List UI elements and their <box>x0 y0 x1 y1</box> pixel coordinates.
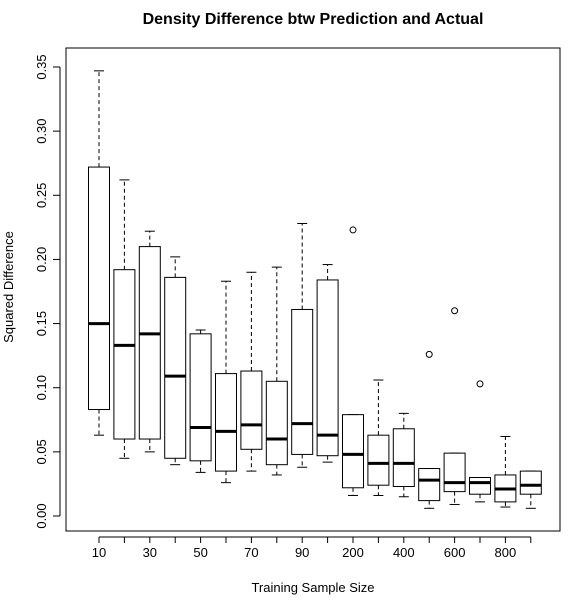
outlier-point <box>425 350 433 358</box>
box-body <box>88 166 110 411</box>
box-body <box>392 428 415 487</box>
x-tick-label: 800 <box>495 545 517 560</box>
box-30 <box>138 230 161 453</box>
chart-title: Density Difference btw Prediction and Ac… <box>143 11 484 28</box>
box-500 <box>418 350 441 509</box>
x-axis-label: Training Sample Size <box>251 580 374 595</box>
box-body <box>113 269 136 440</box>
box-body <box>519 470 542 495</box>
box-body <box>443 452 466 493</box>
y-tick-label: 0.30 <box>34 118 49 143</box>
box-body <box>265 380 288 466</box>
y-tick-label: 0.05 <box>34 439 49 464</box>
box-body <box>316 279 339 457</box>
y-tick-label: 0.35 <box>34 54 49 79</box>
box-50 <box>189 329 212 473</box>
box-300 <box>367 379 390 496</box>
y-axis: 0.00 0.05 0.10 0.15 0.20 0.25 0.30 0.35 <box>34 54 61 529</box>
box-body <box>138 246 161 440</box>
box-400 <box>392 412 415 498</box>
box-body <box>418 468 441 502</box>
outlier-point <box>476 380 484 388</box>
box-body <box>164 276 187 459</box>
box-body <box>189 333 212 462</box>
y-tick-label: 0.20 <box>34 247 49 272</box>
y-tick-label: 0.00 <box>34 503 49 528</box>
box-70 <box>240 271 263 472</box>
box-80 <box>265 266 288 476</box>
plot-frame <box>65 47 561 532</box>
outlier-point <box>451 307 459 315</box>
box-100 <box>316 264 339 463</box>
box-40 <box>164 256 187 466</box>
outlier-point <box>349 226 357 234</box>
y-axis-label: Squared Difference <box>1 231 16 343</box>
x-tick-label: 70 <box>244 545 258 560</box>
box-700 <box>469 380 491 503</box>
x-axis: 10 30 50 70 90 200 400 600 800 <box>92 536 532 560</box>
box-body <box>367 434 390 486</box>
y-tick-label: 0.15 <box>34 311 49 336</box>
x-tick-label: 400 <box>393 545 415 560</box>
box-10 <box>88 70 110 436</box>
x-tick-label: 10 <box>92 545 106 560</box>
box-body <box>291 308 314 455</box>
box-body <box>215 373 237 472</box>
box-body <box>240 370 263 450</box>
box-body <box>469 477 491 495</box>
box-800 <box>494 435 517 508</box>
x-tick-label: 30 <box>143 545 157 560</box>
x-tick-label: 200 <box>342 545 364 560</box>
box-body <box>342 414 364 489</box>
box-20 <box>113 179 136 459</box>
box-600 <box>443 307 466 505</box>
box-90 <box>291 223 314 468</box>
x-tick-label: 90 <box>295 545 309 560</box>
box-900 <box>519 470 542 509</box>
x-tick-label: 50 <box>193 545 207 560</box>
y-tick-label: 0.25 <box>34 183 49 208</box>
x-tick-label: 600 <box>444 545 466 560</box>
box-200 <box>342 226 364 496</box>
y-tick-label: 0.10 <box>34 375 49 400</box>
box-60 <box>215 280 237 484</box>
box-series <box>88 70 542 509</box>
